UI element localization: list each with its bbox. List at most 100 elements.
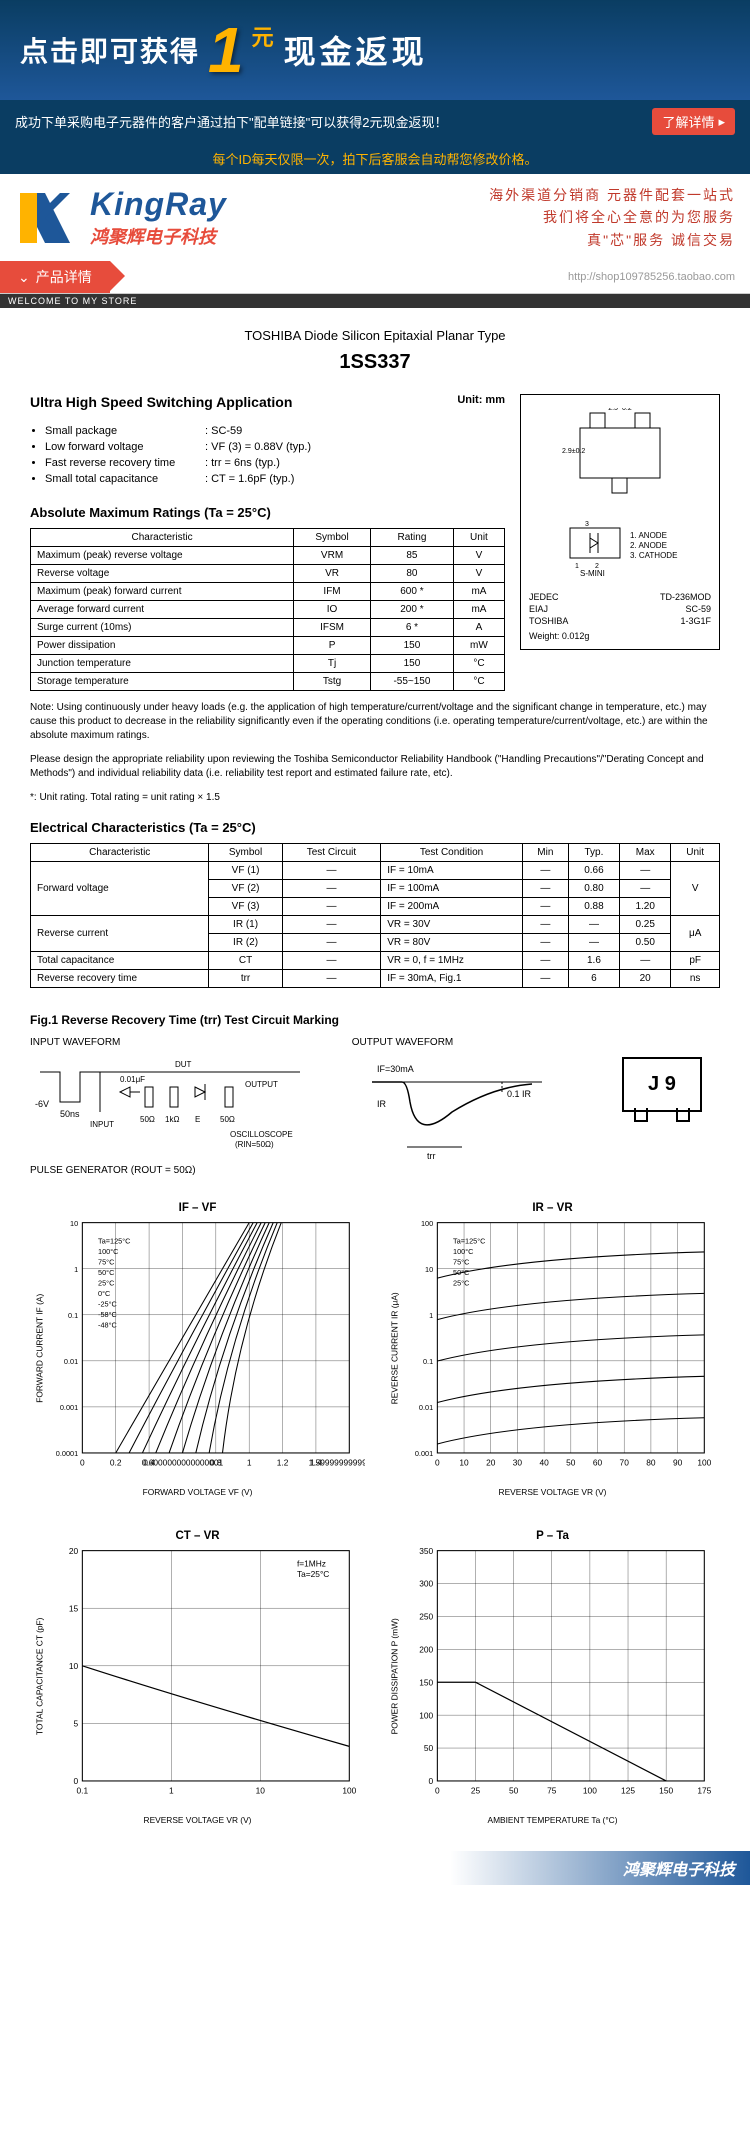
logo-en: KingRay	[90, 186, 474, 223]
svg-text:0.2: 0.2	[110, 1458, 122, 1468]
svg-text:0.1: 0.1	[68, 1311, 78, 1320]
svg-text:150: 150	[659, 1785, 673, 1795]
svg-text:0.1 IR: 0.1 IR	[507, 1089, 532, 1099]
svg-text:-58°C: -58°C	[98, 1310, 117, 1319]
svg-text:1: 1	[74, 1265, 78, 1274]
svg-text:0: 0	[429, 1776, 434, 1786]
svg-text:75: 75	[547, 1785, 557, 1795]
ec-table: CharacteristicSymbolTest CircuitTest Con…	[30, 843, 720, 988]
svg-text:IF – VF: IF – VF	[179, 1202, 217, 1214]
svg-text:Ta=25°C: Ta=25°C	[297, 1569, 329, 1579]
tab-product-details[interactable]: ⌄ 产品详情	[0, 261, 110, 293]
svg-text:50: 50	[424, 1743, 434, 1753]
svg-text:10: 10	[70, 1219, 78, 1228]
ds-note-1: Note: Using continuously under heavy loa…	[30, 701, 720, 743]
fig1-title: Fig.1 Reverse Recovery Time (trr) Test C…	[30, 1013, 720, 1027]
footer-brand: 鸿聚辉电子科技	[0, 1851, 750, 1885]
svg-text:200: 200	[419, 1644, 433, 1654]
svg-text:50: 50	[566, 1458, 576, 1468]
svg-text:50Ω: 50Ω	[220, 1115, 235, 1124]
banner-cashback: 现金返现	[284, 27, 428, 73]
ds-unit: Unit: mm	[457, 394, 505, 406]
svg-text:REVERSE VOLTAGE VR (V): REVERSE VOLTAGE VR (V)	[499, 1487, 607, 1497]
svg-text:20: 20	[486, 1458, 496, 1468]
svg-text:100: 100	[421, 1219, 433, 1228]
chevron-down-icon: ⌄	[18, 269, 30, 286]
ds-note-3: *: Unit rating. Total rating = unit rati…	[30, 791, 720, 805]
svg-text:25°C: 25°C	[98, 1279, 114, 1288]
svg-text:75°C: 75°C	[98, 1258, 114, 1267]
svg-text:POWER DISSIPATION P (mW): POWER DISSIPATION P (mW)	[390, 1618, 400, 1734]
svg-text:10: 10	[256, 1785, 266, 1795]
svg-text:0: 0	[435, 1458, 440, 1468]
svg-text:100°C: 100°C	[453, 1247, 473, 1256]
svg-text:100°C: 100°C	[98, 1247, 118, 1256]
svg-text:0.001: 0.001	[60, 1403, 78, 1412]
svg-text:150: 150	[419, 1677, 433, 1687]
input-circuit-svg: -6V 50ns INPUT 0.01μF DUT 50Ω 1kΩ 50Ω OU…	[30, 1052, 310, 1162]
output-waveform-svg: IF=30mA IR 0.1 IR trr	[352, 1052, 552, 1162]
svg-text:100: 100	[697, 1458, 711, 1468]
learn-more-button[interactable]: 了解详情 ▸	[652, 108, 735, 135]
svg-text:OSCILLOSCOPE: OSCILLOSCOPE	[230, 1130, 293, 1139]
banner-unit: 元	[252, 20, 274, 52]
svg-text:3. CATHODE: 3. CATHODE	[630, 551, 677, 560]
svg-text:25°C: 25°C	[453, 1279, 469, 1288]
svg-text:1: 1	[429, 1311, 433, 1320]
svg-text:INPUT: INPUT	[90, 1120, 114, 1129]
spec-item: Small package: SC-59	[45, 425, 505, 437]
svg-text:10: 10	[425, 1265, 433, 1274]
chart-1: IR – VR01020304050607080901000.0010.010.…	[385, 1196, 720, 1504]
svg-text:0: 0	[435, 1785, 440, 1795]
svg-text:3: 3	[585, 521, 589, 528]
svg-text:IR – VR: IR – VR	[532, 1202, 573, 1214]
svg-text:350: 350	[419, 1545, 433, 1555]
spec-item: Small total capacitance: CT = 1.6pF (typ…	[45, 473, 505, 485]
banner-line3: 每个ID每天仅限一次，拍下后客服会自动帮您修改价格。	[0, 143, 750, 174]
svg-text:0.1: 0.1	[423, 1357, 433, 1366]
shop-url: http://shop109785256.taobao.com	[568, 271, 750, 283]
svg-text:70: 70	[620, 1458, 630, 1468]
svg-text:Ta=125°C: Ta=125°C	[98, 1237, 130, 1246]
svg-text:f=1MHz: f=1MHz	[297, 1558, 326, 1568]
ds-spec-list: Small package: SC-59Low forward voltage:…	[30, 425, 505, 485]
svg-text:0.01μF: 0.01μF	[120, 1075, 145, 1084]
svg-text:50: 50	[509, 1785, 519, 1795]
svg-text:S-MINI: S-MINI	[580, 569, 605, 578]
svg-text:IF=30mA: IF=30mA	[377, 1064, 414, 1074]
svg-text:-25°C: -25°C	[98, 1300, 117, 1309]
svg-text:80: 80	[646, 1458, 656, 1468]
svg-text:20: 20	[69, 1545, 79, 1555]
svg-text:60: 60	[593, 1458, 603, 1468]
logo-icon	[15, 188, 75, 248]
svg-text:trr: trr	[427, 1151, 436, 1161]
svg-text:0.001: 0.001	[415, 1449, 433, 1458]
svg-text:REVERSE CURRENT IR (μA): REVERSE CURRENT IR (μA)	[390, 1292, 400, 1404]
svg-text:0: 0	[80, 1458, 85, 1468]
abs-max-title: Absolute Maximum Ratings (Ta = 25°C)	[30, 505, 505, 520]
chevron-right-icon: ▸	[718, 114, 725, 130]
svg-text:2. ANODE: 2. ANODE	[630, 541, 667, 550]
svg-text:1.2: 1.2	[277, 1458, 289, 1468]
svg-text:50°C: 50°C	[453, 1268, 469, 1277]
input-waveform-label: INPUT WAVEFORM	[30, 1037, 332, 1048]
svg-text:-48°C: -48°C	[98, 1321, 117, 1330]
chart-3: P – Ta0255075100125150175050100150200250…	[385, 1524, 720, 1832]
svg-text:175: 175	[697, 1785, 711, 1795]
svg-text:90: 90	[673, 1458, 683, 1468]
svg-text:5: 5	[74, 1718, 79, 1728]
datasheet: TOSHIBA Diode Silicon Epitaxial Planar T…	[0, 308, 750, 1851]
brand-header: KingRay 鸿聚辉电子科技 海外渠道分销商 元器件配套一站式 我们将全心全意…	[0, 174, 750, 261]
svg-text:10: 10	[69, 1661, 79, 1671]
svg-text:REVERSE VOLTAGE VR (V): REVERSE VOLTAGE VR (V)	[144, 1815, 252, 1825]
svg-text:1: 1	[247, 1458, 252, 1468]
banner-text-1: 点击即可获得	[20, 30, 200, 70]
abs-max-table: CharacteristicSymbolRatingUnitMaximum (p…	[30, 528, 505, 691]
banner-desc: 成功下单采购电子元器件的客户通过拍下"配单链接"可以获得2元现金返现！	[15, 112, 447, 131]
svg-text:IR: IR	[377, 1099, 387, 1109]
svg-text:P – Ta: P – Ta	[536, 1530, 569, 1542]
ds-application: Ultra High Speed Switching Application U…	[30, 394, 505, 410]
svg-text:100: 100	[342, 1785, 356, 1795]
ds-note-2: Please design the appropriate reliabilit…	[30, 753, 720, 781]
logo-text: KingRay 鸿聚辉电子科技	[90, 186, 474, 249]
